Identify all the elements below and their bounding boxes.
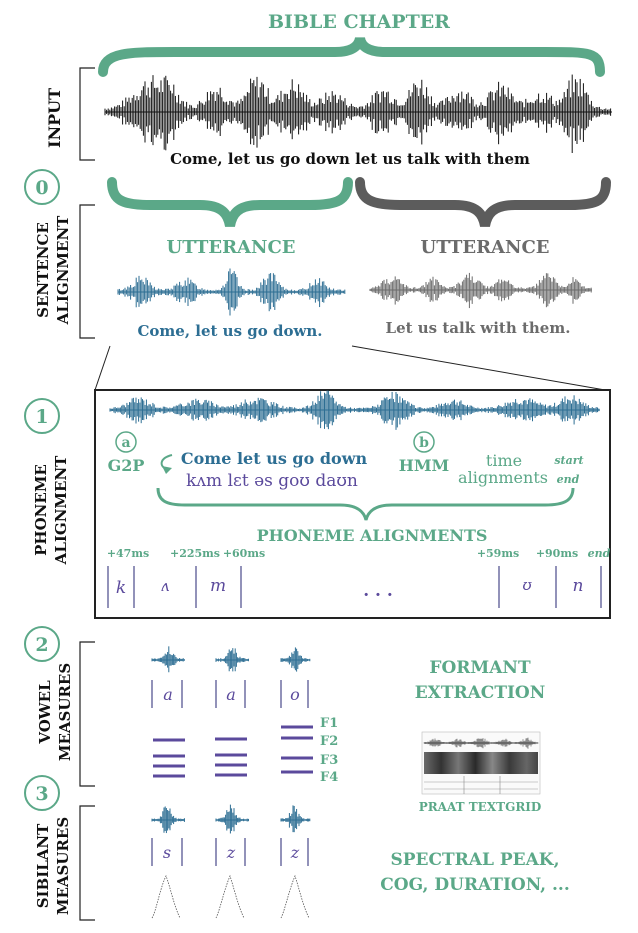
sibilant-waveform bbox=[215, 804, 249, 834]
timing-label: +59ms bbox=[477, 547, 519, 560]
bible-chapter-title: BIBLE CHAPTER bbox=[268, 11, 450, 33]
praat-textgrid-label: PRAAT TEXTGRID bbox=[419, 800, 542, 814]
bible-chapter-brace bbox=[98, 36, 605, 77]
hmm-marker: b bbox=[419, 435, 429, 451]
utterance-right-title: UTTERANCE bbox=[421, 237, 550, 258]
phoneme-segment: ʌ bbox=[161, 577, 170, 595]
g2p-arrow-head bbox=[162, 466, 172, 474]
formant-extraction-title-2: EXTRACTION bbox=[415, 683, 546, 703]
timing-label: +225ms bbox=[170, 547, 220, 560]
phoneme-alignments-brace bbox=[156, 487, 575, 521]
vowel-boundaries bbox=[151, 680, 309, 708]
formant-label: F4 bbox=[320, 770, 338, 785]
phoneme-alignments-title: PHONEME ALIGNMENTS bbox=[257, 526, 488, 545]
vowel-label: o bbox=[290, 685, 300, 704]
phoneme-waveform bbox=[109, 390, 600, 430]
sibilant-label: z bbox=[290, 843, 300, 862]
sentence-alignment-label-2: ALIGNMENT bbox=[54, 215, 72, 325]
sentence-bracket bbox=[79, 204, 95, 339]
sibilant-measures-label-2: MEASURES bbox=[54, 817, 72, 915]
spectrum-curves bbox=[151, 874, 310, 919]
vowel-waveform bbox=[215, 648, 249, 672]
utterance-left-title: UTTERANCE bbox=[167, 237, 296, 258]
g2p-marker-circle bbox=[115, 431, 137, 453]
step-0-number: 0 bbox=[35, 177, 48, 199]
formant-label: F3 bbox=[320, 753, 338, 768]
formant-label: F1 bbox=[320, 716, 338, 731]
phoneme-segment: ʊ bbox=[522, 576, 532, 594]
sibilant-label: z bbox=[226, 843, 236, 862]
end-label: end bbox=[557, 473, 580, 486]
sibilant-measures-label-1: SIBILANT bbox=[34, 823, 52, 908]
sibilant-bracket bbox=[79, 805, 95, 921]
sibilant-waveform bbox=[151, 806, 185, 834]
vowel-waveform bbox=[280, 647, 311, 672]
timing-label: +90ms bbox=[536, 547, 578, 560]
utterance-right-brace bbox=[355, 177, 611, 228]
step-2-number: 2 bbox=[35, 634, 48, 656]
vowel-measures-label-1: VOWEL bbox=[36, 680, 54, 745]
spectral-measures-title-2: COG, DURATION, ... bbox=[380, 875, 570, 895]
sibilant-boundaries bbox=[151, 838, 309, 866]
time-alignments-line2: alignments bbox=[458, 468, 548, 487]
timing-label-end: end bbox=[588, 547, 611, 560]
utterance-left-text: Come, let us go down. bbox=[137, 322, 322, 340]
utterance-right-text: Let us talk with them. bbox=[386, 319, 571, 337]
step-1-number: 1 bbox=[35, 406, 48, 428]
sibilant-waveform bbox=[280, 805, 311, 833]
formant-extraction-title-1: FORMANT bbox=[429, 658, 531, 678]
utterance-left-waveform bbox=[117, 268, 346, 316]
vowel-waveform bbox=[151, 646, 185, 673]
timing-label: +60ms bbox=[223, 547, 265, 560]
utterance-right-waveform bbox=[369, 272, 592, 309]
utterance-left-brace bbox=[107, 177, 353, 228]
praat-textgrid-thumbnail bbox=[421, 731, 541, 795]
input-waveform bbox=[104, 74, 612, 153]
formant-bars bbox=[153, 725, 313, 778]
vowel-label: a bbox=[226, 685, 236, 704]
step-1-circle bbox=[24, 398, 60, 434]
phoneme-ipa: kʌm lɛt əs goʊ daʊn bbox=[186, 471, 358, 491]
phoneme-ellipsis: . . . bbox=[363, 581, 393, 601]
phoneme-segment: m bbox=[210, 576, 226, 596]
formant-label: F2 bbox=[320, 734, 338, 749]
step-0-circle bbox=[24, 169, 60, 205]
sibilant-label: s bbox=[163, 843, 171, 862]
time-alignments-line1: time bbox=[486, 451, 522, 470]
zoom-line-left bbox=[94, 345, 111, 391]
hmm-label: HMM bbox=[399, 456, 450, 475]
hmm-marker-circle bbox=[413, 431, 435, 453]
vowel-bracket bbox=[79, 641, 95, 787]
phoneme-boundaries bbox=[107, 566, 602, 608]
phoneme-segment: n bbox=[573, 576, 584, 596]
step-3-circle bbox=[24, 775, 60, 811]
zoom-line-right bbox=[351, 345, 606, 391]
vowel-label: a bbox=[163, 685, 173, 704]
input-label: INPUT bbox=[45, 88, 64, 148]
step-3-number: 3 bbox=[35, 783, 48, 805]
g2p-label: G2P bbox=[108, 456, 145, 475]
vowel-measures-label-2: MEASURES bbox=[56, 663, 74, 761]
phoneme-alignment-box bbox=[94, 389, 611, 619]
sentence-alignment-label-1: SENTENCE bbox=[34, 222, 52, 318]
input-sentence: Come, let us go down let us talk with th… bbox=[170, 150, 530, 168]
phoneme-alignment-label-1: PHONEME bbox=[32, 464, 50, 556]
phoneme-words: Come let us go down bbox=[181, 449, 368, 468]
timing-label: +47ms bbox=[107, 547, 149, 560]
phoneme-alignment-label-2: ALIGNMENT bbox=[52, 455, 70, 565]
phoneme-segment: k bbox=[116, 578, 126, 598]
step-2-circle bbox=[24, 626, 60, 662]
g2p-marker: a bbox=[121, 435, 130, 451]
start-label: start bbox=[554, 454, 583, 467]
input-bracket bbox=[79, 67, 95, 161]
spectral-measures-title-1: SPECTRAL PEAK, bbox=[390, 850, 559, 870]
